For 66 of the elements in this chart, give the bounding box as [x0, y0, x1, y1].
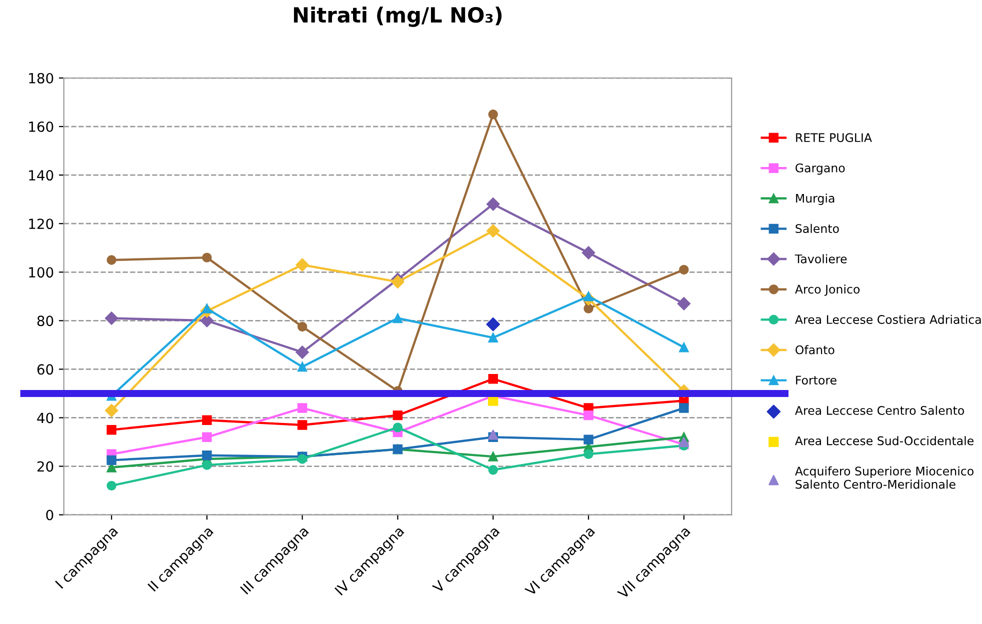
point [392, 422, 403, 432]
point [297, 420, 308, 430]
legend-label: Arco Jonico [795, 284, 860, 296]
legend-label: Ofanto [796, 345, 834, 354]
point [677, 297, 690, 310]
point [488, 465, 498, 475]
legend-label: Murgia [796, 194, 834, 205]
point [679, 403, 689, 413]
point [202, 460, 212, 470]
legend-label: Gargano [796, 163, 845, 175]
legend-label: Salento [796, 224, 839, 234]
point [391, 275, 404, 288]
legend-label: Area Leccese Sud-Occidentale [795, 436, 974, 446]
point [106, 425, 116, 435]
point [486, 198, 500, 211]
point [392, 410, 403, 420]
point [104, 312, 118, 325]
y-tick-label: 20 [37, 461, 54, 472]
point [679, 264, 689, 275]
y-tick-label: 0 [46, 510, 54, 520]
point [392, 313, 403, 324]
y-tick-label: 180 [29, 72, 54, 84]
y-tick-label: 40 [37, 412, 54, 424]
point [488, 332, 498, 343]
point [106, 455, 116, 466]
point [584, 449, 594, 459]
point [297, 322, 308, 332]
legend-label: Area Leccese Centro Salento [795, 406, 964, 415]
point [297, 403, 308, 413]
point [488, 430, 498, 440]
point [582, 246, 596, 260]
y-tick-label: 160 [29, 122, 54, 132]
point [106, 480, 116, 491]
y-tick-label: 80 [37, 316, 54, 326]
point [584, 292, 594, 302]
point [202, 432, 212, 442]
legend-label: Area Leccese Costiera Adriatica [795, 314, 981, 324]
point [202, 252, 212, 262]
legend-label: Fortore [796, 376, 836, 385]
point [106, 255, 116, 265]
point [200, 314, 214, 328]
point [584, 304, 594, 314]
y-tick-label: 120 [29, 218, 54, 230]
y-tick-label: 60 [37, 364, 54, 375]
point [584, 410, 594, 420]
point [584, 434, 594, 444]
point [202, 450, 212, 460]
point [678, 436, 689, 448]
point [488, 110, 498, 120]
y-tick-label: 140 [29, 170, 54, 181]
point [296, 258, 309, 272]
point [488, 452, 498, 462]
point [296, 346, 309, 359]
point [679, 342, 689, 352]
point [488, 374, 498, 384]
point [202, 415, 212, 426]
point [297, 454, 308, 464]
chart-title: Nitrati (mg/L NO₃) [294, 6, 502, 27]
point [104, 404, 118, 418]
legend-label: RETE PUGLIA [796, 133, 872, 142]
point [486, 317, 500, 332]
point [297, 362, 308, 372]
legend-label: Tavoliere [794, 254, 847, 264]
y-tick-label: 100 [29, 267, 54, 278]
legend-label: Acquifero Superiore Miocenico Salento Centro-Meridionale [795, 466, 974, 489]
point [486, 224, 500, 238]
